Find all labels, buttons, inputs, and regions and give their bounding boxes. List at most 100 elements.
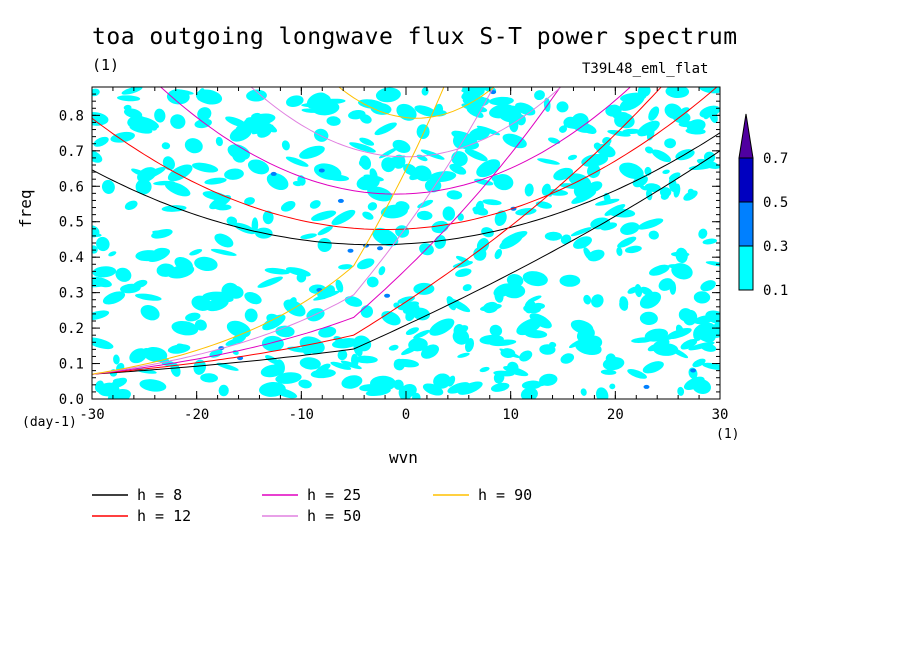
contour-patch	[416, 124, 430, 139]
curve-kelvin-3	[92, 87, 561, 375]
contour-patch	[573, 236, 592, 249]
contour-patch	[108, 251, 117, 257]
chart-title: toa outgoing longwave flux S-T power spe…	[92, 24, 738, 50]
contour-patch	[482, 199, 502, 206]
contour-patch	[434, 103, 444, 116]
contour-patch	[700, 280, 716, 292]
contour-patch	[110, 131, 135, 143]
contour-patch	[446, 297, 471, 313]
x-tick-label: 0	[402, 407, 410, 423]
contour-patch	[161, 142, 171, 150]
contour-patch	[266, 172, 289, 191]
contour-patch	[370, 102, 392, 115]
contour-patch	[632, 175, 648, 188]
contour-patch	[675, 247, 688, 264]
contour-patch	[563, 116, 578, 129]
contour-patch	[416, 210, 433, 221]
contour-patch	[548, 137, 561, 144]
contour-patch	[129, 348, 148, 364]
contour-patch	[286, 95, 304, 108]
contour-patch	[479, 366, 490, 373]
contour-patch	[261, 335, 284, 352]
contour-patch	[644, 146, 654, 154]
contour-patch	[137, 167, 157, 183]
x-axis-unit: (1)	[716, 427, 740, 442]
contour-patch	[413, 329, 430, 339]
contour-patch	[398, 385, 412, 399]
contour-patch	[489, 324, 503, 337]
contour-patch	[205, 297, 229, 312]
y-tick-label: 0.1	[59, 357, 84, 373]
contour-patch	[648, 106, 660, 121]
contour-patch	[455, 268, 472, 277]
contour-patch	[135, 116, 159, 129]
legend-label: h = 90	[478, 486, 532, 504]
contour-patch	[221, 282, 239, 299]
contour-patch	[527, 295, 542, 303]
contour-patch	[575, 339, 602, 356]
contour-patch	[232, 350, 239, 355]
contour-patch	[483, 301, 499, 314]
contour-patch	[214, 204, 232, 211]
contour-patch	[619, 296, 629, 310]
contour-patch	[124, 200, 138, 211]
contour-patch	[123, 104, 132, 111]
contour-patch	[135, 179, 152, 195]
contour-patch	[621, 94, 647, 107]
dispersion-curves	[92, 87, 720, 375]
contour-patch	[502, 133, 527, 149]
contour-patch	[396, 103, 417, 121]
contour-patch-high	[643, 384, 650, 389]
contour-patch	[462, 284, 472, 292]
contour-patch	[664, 103, 683, 120]
contour-patch	[234, 124, 249, 139]
contour-patch	[580, 388, 587, 396]
contour-patch	[394, 358, 420, 368]
contour-patch	[93, 136, 109, 147]
contour-patch	[639, 185, 648, 191]
contour-patch	[353, 341, 363, 357]
contour-patch	[214, 233, 234, 248]
contour-patch	[576, 326, 595, 343]
curve-gravity-1	[92, 132, 720, 246]
contour-patch	[251, 217, 259, 233]
contour-patch-high	[316, 288, 323, 292]
contour-patch	[101, 179, 115, 194]
contour-patch	[549, 341, 557, 348]
colorbar-segment	[738, 201, 754, 247]
contour-patch	[627, 369, 647, 379]
contour-patch	[522, 271, 548, 287]
contour-patch	[313, 290, 340, 301]
contour-patch	[140, 304, 160, 321]
contour-patch	[262, 314, 286, 331]
contour-patch	[651, 149, 672, 163]
contour-patch	[594, 198, 620, 206]
contour-patch	[591, 294, 604, 308]
contour-patch	[330, 361, 352, 370]
curve-kelvin-5	[92, 87, 445, 375]
y-tick-label: 0.7	[59, 144, 84, 160]
contour-patch	[668, 264, 688, 270]
contour-patch	[494, 248, 502, 260]
contour-patch	[397, 296, 415, 304]
legend-label: h = 8	[137, 486, 182, 504]
contour-patch	[388, 344, 399, 351]
contour-patch	[244, 308, 258, 323]
contour-patch	[358, 158, 368, 167]
contour-patch	[135, 293, 162, 301]
contour-patch	[152, 230, 172, 236]
contour-patch	[476, 238, 490, 253]
x-tick-label: 20	[607, 407, 624, 423]
contour-patch	[381, 157, 396, 173]
contour-patch	[147, 248, 171, 262]
contour-patch	[264, 267, 290, 275]
contour-patch	[210, 248, 237, 256]
contour-patch	[298, 379, 312, 389]
contour-patch	[362, 211, 374, 220]
contour-patch	[446, 190, 463, 200]
contour-patch	[457, 213, 464, 221]
contour-patch	[366, 276, 379, 288]
contour-patch	[494, 210, 507, 227]
contour-patch	[506, 274, 524, 287]
contour-patch	[262, 210, 274, 225]
